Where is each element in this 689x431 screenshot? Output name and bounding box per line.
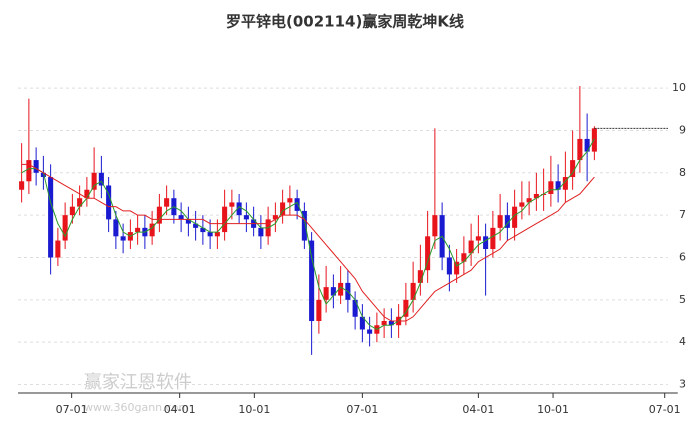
- watermark-url: www.360gann.com: [84, 401, 189, 414]
- candle-body: [483, 236, 489, 250]
- y-tick-label: 9: [679, 123, 686, 136]
- candle-body: [475, 236, 481, 241]
- chart-title: 罗平锌电(002114)赢家周乾坤K线: [226, 13, 464, 31]
- candle-body: [425, 236, 431, 271]
- candle-body: [48, 177, 54, 258]
- candle-body: [91, 172, 97, 190]
- candle-body: [19, 181, 25, 190]
- y-tick-label: 6: [679, 250, 686, 263]
- candle-body: [164, 198, 170, 207]
- candle-body: [236, 202, 242, 216]
- candle-body: [62, 215, 68, 241]
- candle-body: [243, 215, 249, 220]
- candle-body: [287, 198, 293, 203]
- candle-body: [461, 253, 467, 262]
- candle-body: [55, 240, 61, 258]
- candle-body: [504, 215, 510, 228]
- candle-body: [84, 189, 90, 199]
- candle-body: [185, 219, 191, 224]
- y-tick-label: 7: [679, 208, 686, 221]
- watermark: 赢家江恩软件: [84, 371, 192, 393]
- x-tick-label: 10-01: [238, 403, 270, 416]
- candle-body: [330, 287, 336, 296]
- candle-body: [570, 160, 576, 178]
- candle-body: [352, 299, 358, 317]
- candle-body: [417, 270, 423, 283]
- candle-body: [512, 206, 518, 228]
- candle-body: [323, 287, 329, 300]
- x-tick-label: 10-01: [537, 403, 569, 416]
- candle-body: [468, 240, 474, 254]
- candle-body: [338, 282, 344, 296]
- candle-body: [33, 160, 39, 173]
- y-tick-label: 5: [679, 293, 686, 306]
- candle-body: [40, 172, 46, 178]
- candle-body: [272, 215, 278, 220]
- candle-body: [120, 236, 126, 241]
- moving-average: [21, 138, 595, 331]
- candle-body: [98, 172, 104, 186]
- candle-body: [309, 240, 315, 322]
- x-tick-label: 04-01: [462, 403, 494, 416]
- candle-body: [280, 202, 286, 216]
- candle-body: [156, 206, 162, 224]
- y-tick-label: 10: [672, 81, 686, 94]
- candle-body: [497, 215, 503, 228]
- candle-body: [135, 227, 141, 233]
- candle-body: [388, 321, 394, 326]
- candle-body: [26, 160, 32, 182]
- y-tick-label: 8: [679, 166, 686, 179]
- x-tick-label: 07-01: [56, 403, 88, 416]
- candle-body: [200, 227, 206, 233]
- candle-body: [229, 202, 235, 207]
- candle-body: [367, 329, 373, 334]
- candle-body: [381, 321, 387, 326]
- candle-body: [562, 177, 568, 190]
- candle-body: [258, 227, 264, 237]
- candle-body: [410, 282, 416, 300]
- y-tick-label: 3: [679, 378, 686, 391]
- candle-body: [69, 206, 75, 216]
- candle-body: [490, 227, 496, 250]
- candle-body: [403, 299, 409, 317]
- candle-body: [301, 210, 307, 241]
- candle-body: [584, 138, 590, 152]
- candle-body: [359, 316, 365, 330]
- candle-body: [454, 261, 460, 275]
- candle-body: [193, 223, 199, 228]
- candle-body: [106, 185, 112, 220]
- y-tick-label: 4: [679, 335, 686, 348]
- candle-body: [555, 181, 561, 190]
- candle-body: [149, 223, 155, 237]
- candle-body: [178, 215, 184, 220]
- candle-body: [446, 257, 452, 275]
- candle-body: [222, 206, 228, 233]
- candle-body: [207, 232, 213, 237]
- candle-body: [526, 198, 532, 203]
- candle-body: [577, 138, 583, 161]
- candle-body: [533, 193, 539, 199]
- candle-body: [432, 215, 438, 237]
- candle-body: [77, 198, 83, 207]
- candle-body: [548, 181, 554, 194]
- x-tick-label: 07-01: [346, 403, 378, 416]
- x-tick-label: 07-01: [649, 403, 681, 416]
- candle-body: [294, 198, 300, 211]
- x-tick-label: 04-01: [164, 403, 196, 416]
- candle-body: [519, 202, 525, 207]
- moving-average: [21, 163, 595, 322]
- candle-body: [214, 232, 220, 237]
- candle-body: [316, 299, 322, 322]
- candle-body: [113, 219, 119, 237]
- candle-body: [591, 128, 597, 152]
